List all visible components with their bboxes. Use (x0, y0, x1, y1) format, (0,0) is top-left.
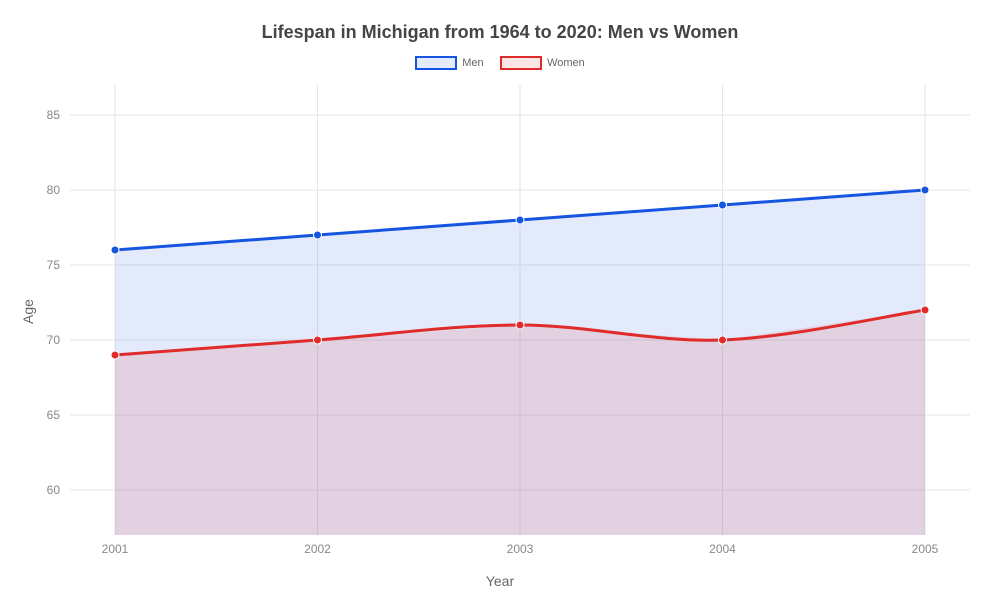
marker-women (314, 336, 322, 344)
x-tick-label: 2002 (304, 542, 331, 556)
y-tick-label: 85 (47, 108, 61, 122)
marker-men (516, 216, 524, 224)
marker-women (921, 306, 929, 314)
x-tick-label: 2005 (912, 542, 939, 556)
y-tick-label: 75 (47, 258, 61, 272)
chart-container: Lifespan in Michigan from 1964 to 2020: … (0, 0, 1000, 600)
marker-men (111, 246, 119, 254)
marker-men (314, 231, 322, 239)
x-tick-label: 2004 (709, 542, 736, 556)
marker-men (719, 201, 727, 209)
plot-area: 60 65 70 75 80 85 2001 2002 2003 2004 2005 (0, 0, 1000, 600)
marker-men (921, 186, 929, 194)
y-tick-label: 60 (47, 483, 61, 497)
x-tick-label: 2003 (507, 542, 534, 556)
marker-women (111, 351, 119, 359)
y-tick-label: 65 (47, 408, 61, 422)
y-tick-label: 70 (47, 333, 61, 347)
marker-women (516, 321, 524, 329)
marker-women (719, 336, 727, 344)
y-tick-label: 80 (47, 183, 61, 197)
x-tick-label: 2001 (102, 542, 129, 556)
